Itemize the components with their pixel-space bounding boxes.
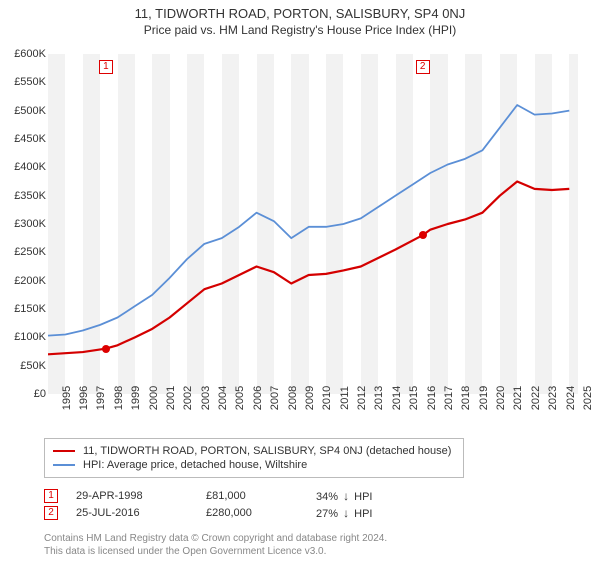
y-axis-label: £150K [4, 303, 46, 315]
x-axis-label: 2001 [165, 386, 177, 410]
footer-attribution: Contains HM Land Registry data © Crown c… [44, 532, 387, 558]
x-axis-label: 2012 [356, 386, 368, 410]
y-axis-label: £250K [4, 246, 46, 258]
marker-dot-2 [419, 231, 427, 239]
legend-label: HPI: Average price, detached house, Wilt… [83, 459, 307, 471]
x-axis-label: 1998 [113, 386, 125, 410]
x-axis-label: 2021 [512, 386, 524, 410]
y-axis-label: £300K [4, 218, 46, 230]
legend-box: 11, TIDWORTH ROAD, PORTON, SALISBURY, SP… [44, 438, 464, 478]
x-axis-label: 2015 [408, 386, 420, 410]
x-axis-label: 2018 [460, 386, 472, 410]
x-axis-label: 2006 [252, 386, 264, 410]
x-axis-label: 1999 [130, 386, 142, 410]
x-axis-label: 2014 [391, 386, 403, 410]
x-axis-label: 2009 [304, 386, 316, 410]
x-axis-label: 2025 [582, 386, 594, 410]
arrow-down-icon [341, 491, 351, 503]
series-line-property [48, 182, 569, 355]
y-axis-label: £500K [4, 105, 46, 117]
x-axis-label: 2010 [321, 386, 333, 410]
x-axis-label: 2007 [269, 386, 281, 410]
x-axis-label: 2024 [565, 386, 577, 410]
x-axis-label: 2019 [478, 386, 490, 410]
y-axis-label: £600K [4, 48, 46, 60]
transaction-date: 29-APR-1998 [76, 490, 206, 502]
transaction-date: 25-JUL-2016 [76, 507, 206, 519]
footer-line-2: This data is licensed under the Open Gov… [44, 545, 387, 558]
x-axis-label: 2004 [217, 386, 229, 410]
marker-box-1: 1 [99, 60, 113, 74]
x-axis-label: 1996 [78, 386, 90, 410]
transaction-pct: 27% HPI [316, 506, 376, 520]
marker-dot-1 [102, 345, 110, 353]
x-axis-label: 2008 [287, 386, 299, 410]
page-subtitle: Price paid vs. HM Land Registry's House … [0, 23, 600, 37]
x-axis-label: 2003 [200, 386, 212, 410]
y-axis-label: £400K [4, 161, 46, 173]
transaction-price: £81,000 [206, 490, 316, 502]
y-axis-label: £0 [4, 388, 46, 400]
series-line-hpi [48, 105, 569, 336]
y-axis-label: £100K [4, 331, 46, 343]
footer-line-1: Contains HM Land Registry data © Crown c… [44, 532, 387, 545]
legend-swatch [53, 464, 75, 466]
y-axis-label: £450K [4, 133, 46, 145]
legend-swatch [53, 450, 75, 452]
x-axis-label: 1995 [61, 386, 73, 410]
legend-item: 11, TIDWORTH ROAD, PORTON, SALISBURY, SP… [53, 445, 455, 457]
x-axis-label: 1997 [95, 386, 107, 410]
transaction-marker: 1 [44, 489, 58, 503]
transaction-pct: 34% HPI [316, 489, 376, 503]
transaction-row: 2 25-JUL-2016£280,00027% HPI [44, 506, 376, 520]
y-axis-label: £550K [4, 76, 46, 88]
x-axis-label: 2022 [530, 386, 542, 410]
arrow-down-icon [341, 508, 351, 520]
x-axis-label: 2016 [426, 386, 438, 410]
marker-box-2: 2 [416, 60, 430, 74]
x-axis-label: 2020 [495, 386, 507, 410]
transaction-marker: 2 [44, 506, 58, 520]
x-axis-label: 2013 [373, 386, 385, 410]
transactions-table: 1 29-APR-1998£81,00034% HPI 2 25-JUL-2016£2… [44, 486, 376, 523]
x-axis-label: 2002 [182, 386, 194, 410]
transaction-price: £280,000 [206, 507, 316, 519]
y-axis-label: £50K [4, 360, 46, 372]
y-axis-label: £350K [4, 190, 46, 202]
x-axis-label: 2023 [547, 386, 559, 410]
chart-container: 11, TIDWORTH ROAD, PORTON, SALISBURY, SP… [0, 6, 600, 566]
legend-label: 11, TIDWORTH ROAD, PORTON, SALISBURY, SP… [83, 445, 451, 457]
x-axis-label: 2005 [234, 386, 246, 410]
transaction-row: 1 29-APR-1998£81,00034% HPI [44, 489, 376, 503]
page-title: 11, TIDWORTH ROAD, PORTON, SALISBURY, SP… [0, 6, 600, 21]
x-axis-label: 2000 [148, 386, 160, 410]
chart-svg [48, 54, 578, 394]
legend-item: HPI: Average price, detached house, Wilt… [53, 459, 455, 471]
y-axis-label: £200K [4, 275, 46, 287]
chart-plot-area [48, 54, 578, 394]
x-axis-label: 2011 [339, 386, 351, 410]
x-axis-label: 2017 [443, 386, 455, 410]
